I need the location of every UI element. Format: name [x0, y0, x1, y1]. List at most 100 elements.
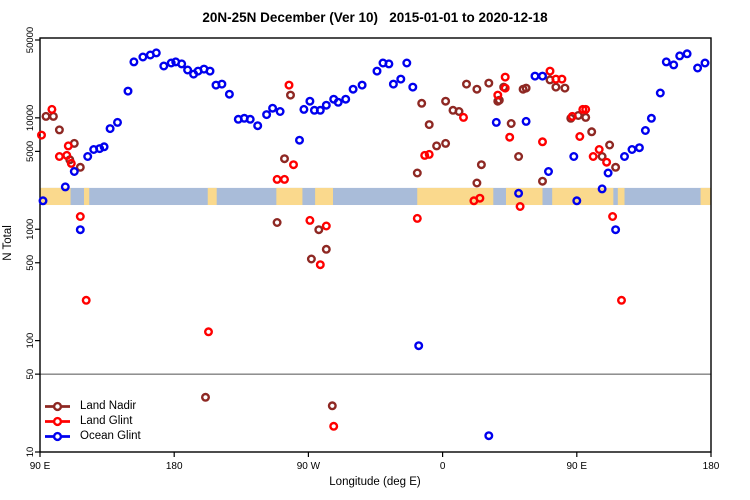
data-point [417, 98, 427, 108]
data-point [493, 90, 503, 100]
data-point [620, 151, 630, 161]
data-point [611, 162, 621, 172]
data-point [62, 150, 72, 160]
data-point [602, 157, 612, 167]
map-band-land-segment [83, 187, 90, 206]
data-point [396, 74, 406, 84]
data-point [500, 83, 510, 93]
x-tick-label: 90 W [297, 461, 321, 472]
data-point [286, 90, 296, 100]
data-point [327, 401, 337, 411]
data-point [159, 61, 169, 71]
data-point [224, 89, 234, 99]
data-point [372, 66, 382, 76]
land-nadir-marker-icon [45, 401, 70, 412]
data-point [693, 63, 703, 73]
data-point [129, 57, 139, 67]
data-point [37, 130, 47, 140]
map-band-land-segment [552, 187, 614, 206]
data-point [95, 144, 105, 154]
data-point [105, 124, 115, 134]
data-point [560, 83, 570, 93]
data-point [299, 104, 309, 114]
data-point [253, 121, 263, 131]
data-point [634, 143, 644, 153]
data-point [280, 174, 290, 184]
data-point [661, 57, 671, 67]
y-axis: 50000 10000 5000 1000 500 100 50 10 [25, 27, 40, 457]
data-point [538, 137, 548, 147]
data-point [38, 196, 48, 206]
data-point [441, 96, 451, 106]
data-point [268, 103, 278, 113]
y-tick-label: 10000 [25, 105, 36, 131]
data-point [572, 196, 582, 206]
land-glint-marker-icon [45, 416, 70, 427]
x-tick-label: 90 E [567, 461, 588, 472]
data-point [83, 151, 93, 161]
data-point [597, 184, 607, 194]
data-point [441, 138, 451, 148]
data-point [587, 127, 597, 137]
data-point [123, 86, 133, 96]
data-point [588, 151, 598, 161]
data-point [388, 79, 398, 89]
data-point [166, 58, 176, 68]
legend-label: Land Glint [80, 415, 133, 427]
legend-row-land-glint: Land Glint [44, 414, 141, 429]
chart-title: 20N-25N December (Ver 10) 2015-01-01 to … [202, 10, 548, 25]
plot-frame [39, 37, 712, 453]
data-point [538, 176, 548, 186]
data-point [384, 59, 394, 69]
data-point [138, 52, 148, 62]
data-point [611, 225, 621, 235]
series-ocean-glint [38, 48, 710, 441]
data-point [321, 221, 331, 231]
data-point [54, 125, 64, 135]
data-point [605, 140, 615, 150]
y-tick-label: 50 [25, 369, 36, 380]
data-point [245, 114, 255, 124]
data-point [544, 166, 554, 176]
data-point [284, 80, 294, 90]
data-point [505, 132, 515, 142]
data-point [682, 49, 692, 59]
data-point [412, 213, 422, 223]
series-land-glint [37, 66, 627, 431]
data-point [530, 71, 540, 81]
data-point [655, 88, 665, 98]
data-point [63, 141, 73, 151]
y-tick-label: 500 [25, 255, 36, 271]
y-tick-label: 1000 [25, 219, 36, 240]
map-band-land-segment [617, 187, 625, 206]
data-point [569, 151, 579, 161]
data-point [348, 84, 358, 94]
data-point [69, 166, 79, 176]
x-axis: 90 E 180 90 W 0 90 E 180 [30, 452, 720, 472]
data-point [506, 118, 516, 128]
data-point [341, 94, 351, 104]
data-point [275, 106, 285, 116]
legend-row-ocean-glint: Ocean Glint [44, 429, 141, 444]
data-point [491, 117, 501, 127]
data-point [357, 80, 367, 90]
data-point [597, 151, 607, 161]
data-point [432, 141, 442, 151]
data-point [66, 158, 76, 168]
data-point [305, 215, 315, 225]
x-axis-label: Longitude (deg E) [329, 476, 421, 488]
ocean-glint-marker-icon [45, 431, 70, 442]
data-point [575, 131, 585, 141]
legend-label: Land Nadir [80, 400, 137, 412]
data-point [408, 82, 418, 92]
data-point [608, 211, 618, 221]
data-point [669, 60, 679, 70]
data-point [289, 160, 299, 170]
data-point [262, 110, 272, 120]
data-point [567, 111, 577, 121]
data-point [476, 160, 486, 170]
data-point [551, 82, 561, 92]
data-point [60, 182, 70, 192]
